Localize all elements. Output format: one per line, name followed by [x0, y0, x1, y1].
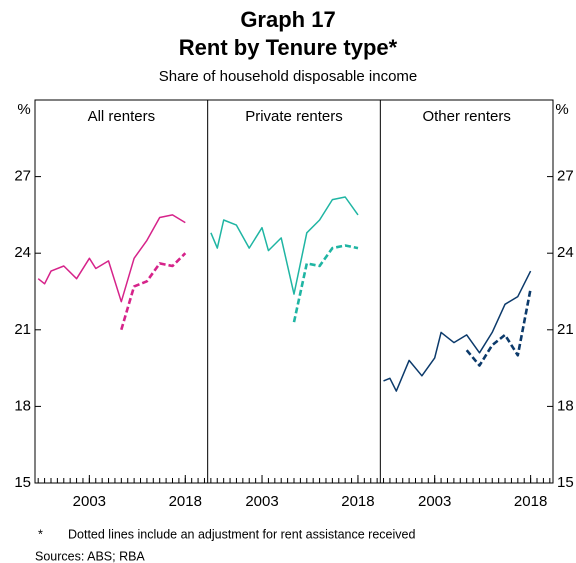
line [210, 196, 359, 295]
adjusted-line [465, 288, 532, 367]
adjusted-line [292, 244, 359, 323]
y-tick-label: 15 [14, 474, 31, 491]
y-tick-label: 21 [14, 321, 31, 338]
y-tick-label: 21 [557, 321, 574, 338]
x-tick-label: 2018 [514, 493, 547, 510]
adjusted-line [120, 252, 187, 331]
x-tick-label: 2003 [73, 493, 106, 510]
panel-title: Private renters [245, 108, 343, 125]
chart-heading: Rent by Tenure type* [179, 35, 398, 60]
y-tick-label: 24 [557, 244, 574, 261]
x-tick-label: 2018 [341, 493, 374, 510]
y-unit: % [17, 101, 30, 118]
footnote-mark: * [38, 527, 43, 541]
x-tick-label: 2018 [169, 493, 202, 510]
y-tick-label: 18 [14, 397, 31, 414]
x-tick-label: 2003 [245, 493, 278, 510]
chart-title: Graph 17 [240, 7, 335, 32]
panel-title: All renters [88, 108, 156, 125]
y-tick-label: 18 [557, 397, 574, 414]
y-tick-label: 27 [14, 168, 31, 185]
line [37, 214, 186, 303]
y-tick-label: 15 [557, 474, 574, 491]
y-unit: % [555, 101, 568, 118]
y-tick-label: 24 [14, 244, 31, 261]
line [383, 270, 532, 392]
sources: Sources: ABS; RBA [35, 549, 145, 563]
footnote: Dotted lines include an adjustment for r… [68, 527, 415, 541]
x-tick-label: 2003 [418, 493, 451, 510]
y-tick-label: 27 [557, 168, 574, 185]
panel-title: Other renters [422, 108, 510, 125]
chart-subtitle: Share of household disposable income [159, 68, 418, 85]
